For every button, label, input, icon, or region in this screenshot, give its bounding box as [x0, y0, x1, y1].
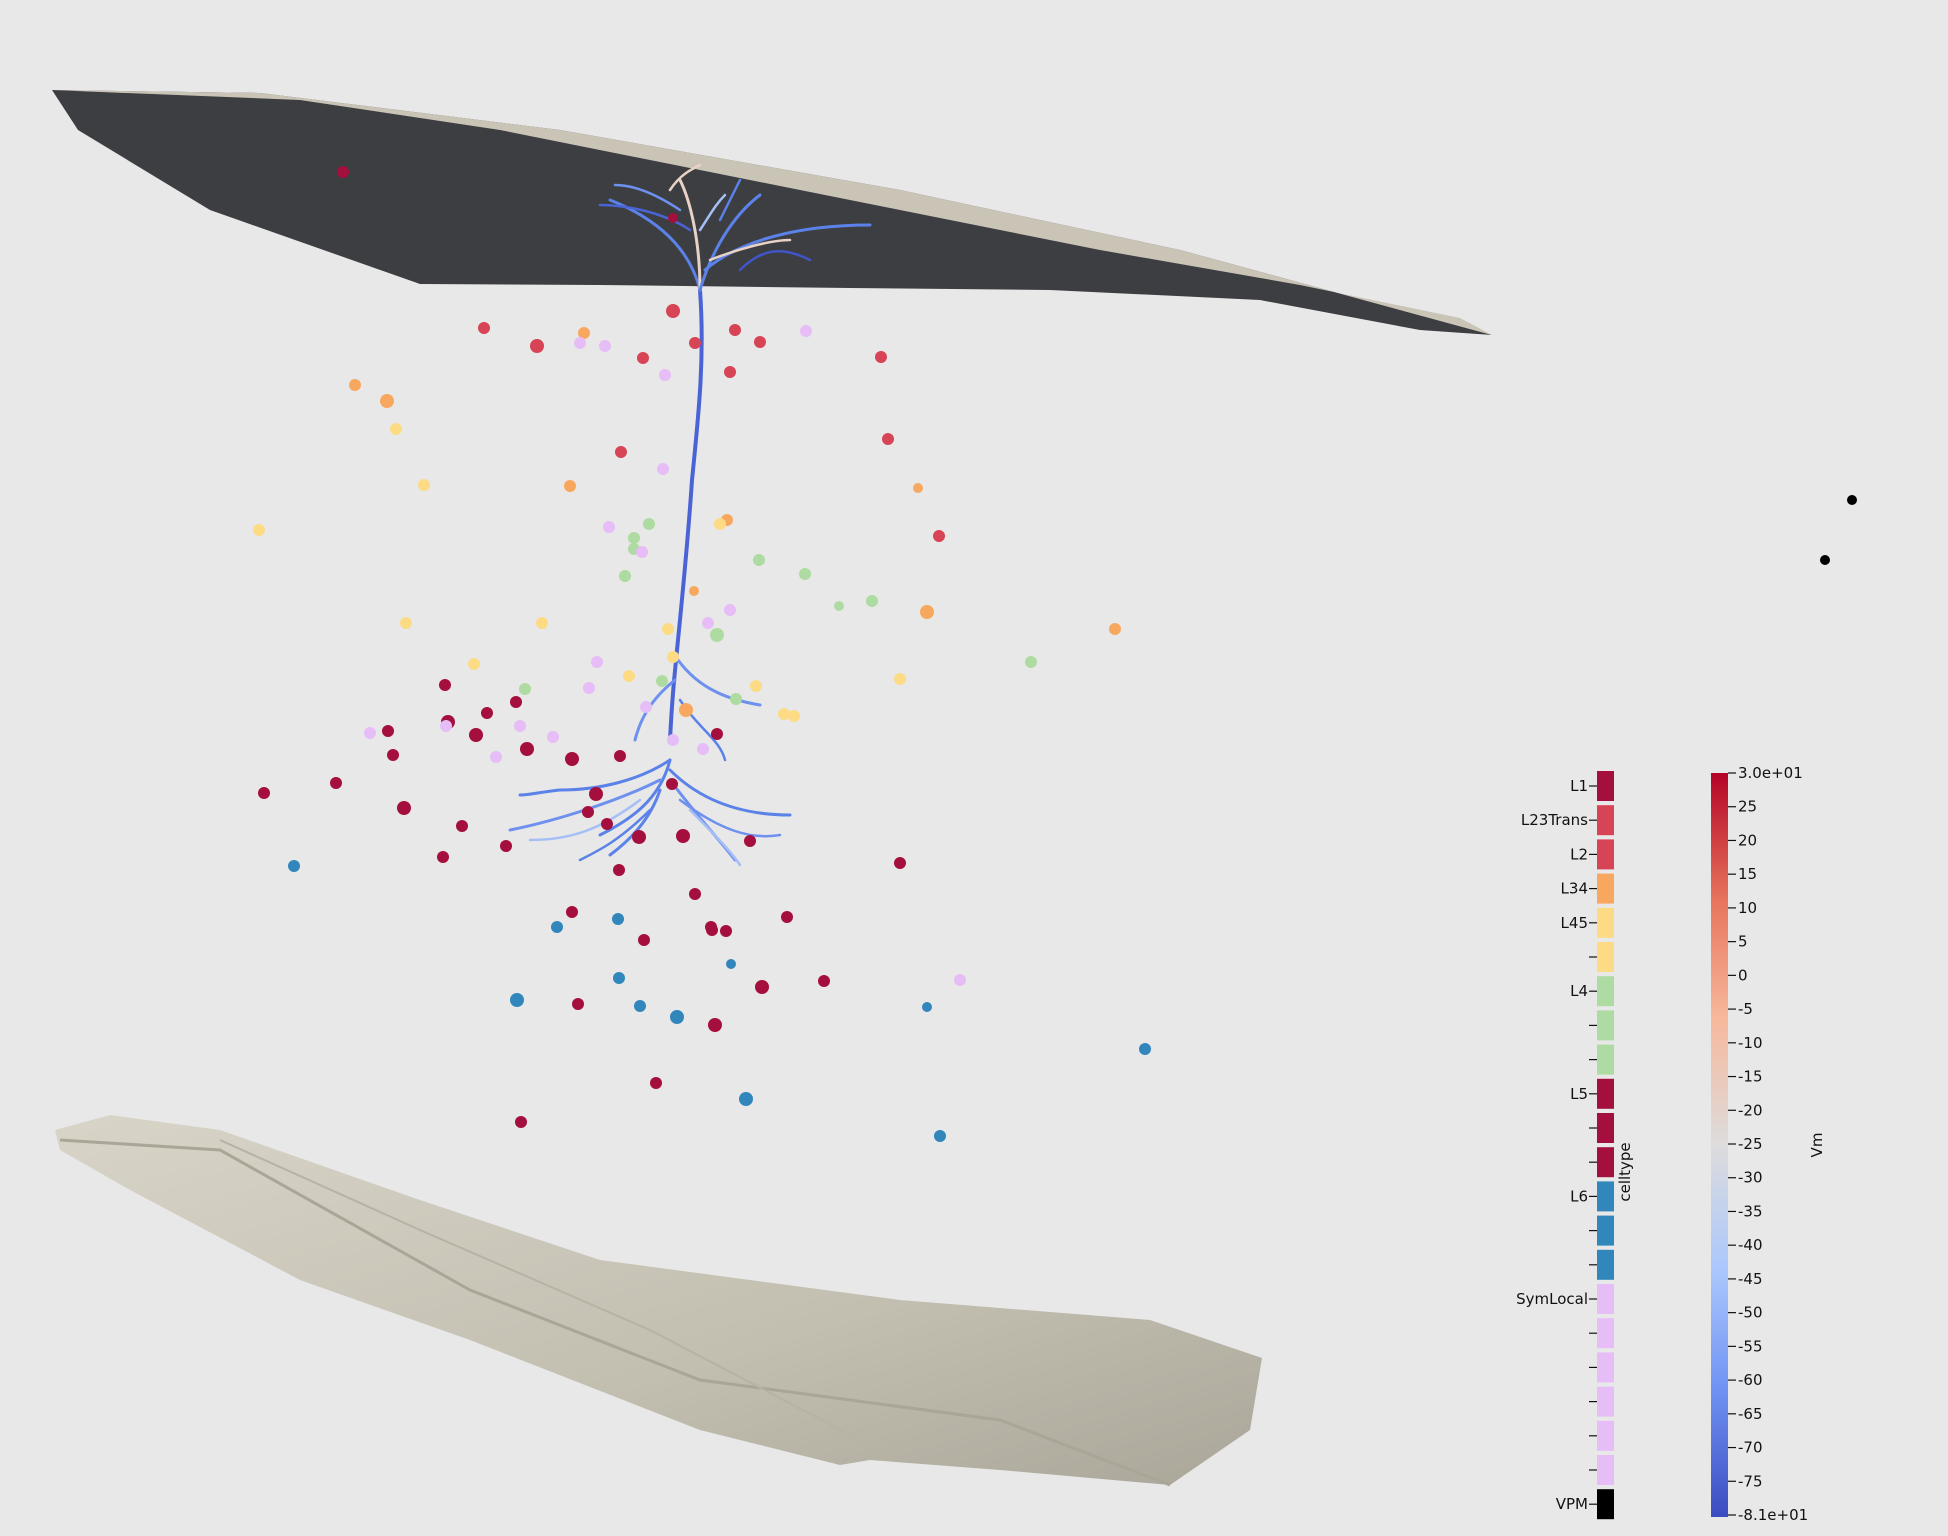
vm-tick-label: 10	[1738, 899, 1757, 917]
vm-tick-label: 0	[1738, 966, 1748, 984]
vm-tick-label: -25	[1738, 1135, 1763, 1153]
vm-tick-label: 20	[1738, 831, 1757, 849]
celltype-swatch	[1597, 1181, 1614, 1212]
vm-tick-label: -5	[1738, 1000, 1753, 1018]
vm-tick-label: -75	[1738, 1472, 1763, 1490]
celltype-label: L6	[1570, 1187, 1588, 1205]
celltype-swatch	[1597, 1249, 1614, 1280]
white-matter-surface	[55, 1115, 1262, 1487]
celltype-swatch	[1597, 1420, 1614, 1451]
celltype-label: L5	[1570, 1085, 1588, 1103]
celltype-swatch	[1597, 1284, 1614, 1314]
celltype-swatch	[1597, 1386, 1614, 1417]
vm-tick-label: -50	[1738, 1304, 1763, 1322]
vm-tick-label: 25	[1738, 798, 1757, 816]
vm-colorbar-ticks: 3.0e+01 25 20 15 10 5 0 -5 -10 -15 -20 -25 -30 -35 -40…	[1728, 764, 1808, 1524]
vm-tick-label: -45	[1738, 1270, 1763, 1288]
celltype-swatch	[1597, 1044, 1614, 1075]
celltype-swatch	[1597, 976, 1614, 1007]
celltype-swatch	[1597, 839, 1614, 870]
vm-colorbar-title: Vm	[1808, 1133, 1826, 1158]
celltype-label: L2	[1570, 845, 1588, 863]
vm-tick-label: -65	[1738, 1405, 1763, 1423]
vm-tick-label: -40	[1738, 1236, 1763, 1254]
vm-tick-label: 5	[1738, 933, 1748, 951]
vm-tick-label: 3.0e+01	[1738, 764, 1803, 782]
celltype-swatch	[1597, 1078, 1614, 1109]
vm-tick-label: -8.1e+01	[1738, 1506, 1808, 1524]
celltype-swatch	[1597, 1147, 1614, 1178]
presynaptic-somata	[253, 166, 1857, 1142]
celltype-swatch	[1597, 1318, 1614, 1349]
celltype-label: L4	[1570, 982, 1588, 1000]
vm-tick-label: -35	[1738, 1202, 1763, 1220]
vm-tick-label: -30	[1738, 1169, 1763, 1187]
celltype-label: L1	[1570, 777, 1588, 795]
vm-tick-label: 15	[1738, 865, 1757, 883]
celltype-label: L23Trans	[1521, 811, 1588, 829]
celltype-legend-title: celltype	[1616, 1142, 1634, 1201]
celltype-label: L34	[1561, 880, 1588, 898]
vm-colorbar-gradient	[1711, 773, 1728, 1517]
celltype-swatch	[1597, 771, 1614, 801]
celltype-legend: L1 L23Trans L2 L34 L45 L4 L5 L6 SymLocal VPM	[1516, 771, 1614, 1520]
vm-tick-label: -55	[1738, 1337, 1763, 1355]
vm-tick-label: -70	[1738, 1439, 1763, 1457]
celltype-swatch	[1597, 873, 1614, 904]
vm-colorbar: 3.0e+01 25 20 15 10 5 0 -5 -10 -15 -20 -25 -30 -35 -40…	[1711, 764, 1808, 1524]
vm-tick-label: -10	[1738, 1034, 1763, 1052]
celltype-swatch	[1597, 1352, 1614, 1383]
celltype-label: L45	[1561, 914, 1588, 932]
vm-tick-label: -20	[1738, 1101, 1763, 1119]
celltype-swatch	[1597, 1215, 1614, 1246]
celltype-swatch	[1597, 1455, 1614, 1485]
celltype-swatch	[1597, 907, 1614, 938]
celltype-swatch	[1597, 1010, 1614, 1041]
pia-surface	[52, 90, 1492, 335]
vm-tick-label: -60	[1738, 1371, 1763, 1389]
celltype-swatch	[1597, 942, 1614, 972]
celltype-label: SymLocal	[1516, 1290, 1588, 1308]
vm-tick-label: -15	[1738, 1068, 1763, 1086]
celltype-swatch	[1597, 1489, 1614, 1520]
celltype-swatch	[1597, 1113, 1614, 1143]
celltype-label: VPM	[1556, 1495, 1588, 1513]
celltype-swatch	[1597, 805, 1614, 836]
